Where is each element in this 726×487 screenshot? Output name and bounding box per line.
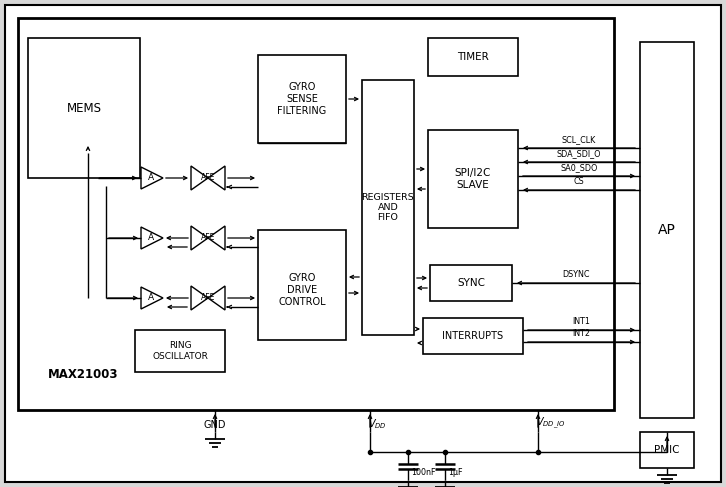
Text: INT1: INT1 <box>573 317 590 326</box>
Text: AFE: AFE <box>201 294 215 302</box>
Bar <box>258 55 346 143</box>
Bar <box>640 42 694 418</box>
Text: AFE: AFE <box>201 173 215 183</box>
Text: GYRO
SENSE
FILTERING: GYRO SENSE FILTERING <box>277 82 327 115</box>
Bar <box>28 38 140 178</box>
Text: SYNC: SYNC <box>457 278 485 288</box>
Bar <box>135 330 225 372</box>
Text: SCL_CLK: SCL_CLK <box>562 135 596 144</box>
Bar <box>258 230 346 340</box>
Text: MEMS: MEMS <box>67 101 102 114</box>
Text: A: A <box>148 294 154 302</box>
Text: GYRO
DRIVE
CONTROL: GYRO DRIVE CONTROL <box>278 273 326 307</box>
Text: 100nF: 100nF <box>411 468 436 477</box>
Bar <box>430 265 512 301</box>
Text: AFE: AFE <box>201 233 215 243</box>
Text: SA0_SDO: SA0_SDO <box>560 163 597 172</box>
Text: $V_{DD\_IO}$: $V_{DD\_IO}$ <box>536 416 566 431</box>
Text: SDA_SDI_O: SDA_SDI_O <box>557 149 601 158</box>
Text: 1μF: 1μF <box>448 468 462 477</box>
Text: A: A <box>148 233 154 243</box>
Text: PMIC: PMIC <box>654 445 680 455</box>
Text: TIMER: TIMER <box>457 52 489 62</box>
Bar <box>428 38 518 76</box>
Text: INT2: INT2 <box>573 329 590 338</box>
Text: $V_{DD}$: $V_{DD}$ <box>368 417 387 431</box>
Text: CS: CS <box>574 177 584 186</box>
Text: GND: GND <box>204 420 227 430</box>
Text: REGISTERS
AND
FIFO: REGISTERS AND FIFO <box>362 192 415 223</box>
Bar <box>428 130 518 228</box>
Bar <box>362 80 414 335</box>
Text: SPI/I2C
SLAVE: SPI/I2C SLAVE <box>454 168 492 190</box>
Bar <box>640 432 694 468</box>
Text: AP: AP <box>658 223 676 237</box>
Text: INTERRUPTS: INTERRUPTS <box>442 331 504 341</box>
Text: A: A <box>148 173 154 183</box>
Text: MAX21003: MAX21003 <box>48 369 118 381</box>
Bar <box>423 318 523 354</box>
Text: RING
OSCILLATOR: RING OSCILLATOR <box>152 341 208 361</box>
Text: DSYNC: DSYNC <box>562 270 590 279</box>
Bar <box>18 18 614 410</box>
